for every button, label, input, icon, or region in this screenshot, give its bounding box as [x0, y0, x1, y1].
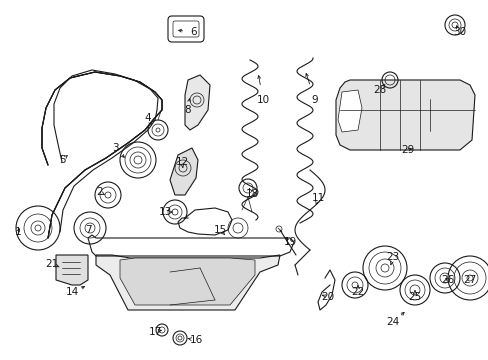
Polygon shape [335, 80, 474, 150]
Polygon shape [337, 90, 361, 132]
Text: 17: 17 [148, 327, 162, 337]
Text: 6: 6 [190, 27, 197, 37]
Text: 13: 13 [158, 207, 171, 217]
Text: 18: 18 [245, 189, 258, 199]
Polygon shape [120, 258, 254, 305]
Text: 12: 12 [175, 157, 188, 167]
Text: 8: 8 [184, 105, 191, 115]
Text: 11: 11 [311, 193, 324, 203]
Text: 3: 3 [111, 143, 118, 153]
Text: 23: 23 [386, 252, 399, 262]
Text: 25: 25 [407, 292, 421, 302]
Polygon shape [170, 148, 198, 195]
Text: 10: 10 [256, 95, 269, 105]
Polygon shape [184, 75, 209, 130]
Text: 26: 26 [441, 275, 454, 285]
Text: 24: 24 [386, 317, 399, 327]
Polygon shape [96, 255, 280, 310]
Text: 15: 15 [213, 225, 226, 235]
Text: 28: 28 [373, 85, 386, 95]
Text: 1: 1 [15, 227, 21, 237]
Text: 27: 27 [463, 275, 476, 285]
Text: 9: 9 [311, 95, 318, 105]
Text: 19: 19 [283, 237, 296, 247]
Text: 20: 20 [321, 292, 334, 302]
Text: 22: 22 [351, 287, 364, 297]
Text: 14: 14 [65, 287, 79, 297]
Polygon shape [56, 255, 88, 285]
Text: 2: 2 [97, 187, 103, 197]
Text: 5: 5 [59, 155, 65, 165]
Text: 30: 30 [452, 27, 466, 37]
Text: 7: 7 [84, 225, 91, 235]
Text: 29: 29 [401, 145, 414, 155]
Text: 4: 4 [144, 113, 151, 123]
Text: 21: 21 [45, 259, 59, 269]
Text: 16: 16 [189, 335, 202, 345]
